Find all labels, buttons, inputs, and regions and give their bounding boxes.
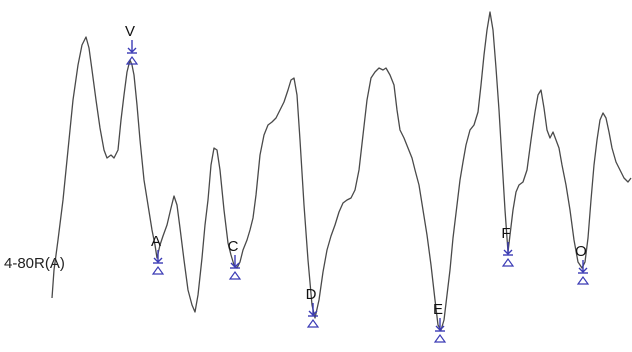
marker-arrow-head <box>127 47 137 53</box>
marker-triangle <box>306 318 320 328</box>
marker-triangle <box>125 55 139 65</box>
marker-arrow-head <box>153 257 163 263</box>
marker-triangle <box>151 265 165 275</box>
marker-triangle <box>576 275 590 285</box>
marker-label: D <box>306 286 317 303</box>
marker-triangle <box>433 333 447 343</box>
marker-arrow-head <box>230 262 240 268</box>
marker-o: O <box>575 243 590 285</box>
marker-d: D <box>306 286 320 328</box>
marker-v: V <box>125 23 139 65</box>
trace-label: 4-80R(A) <box>4 255 65 272</box>
marker-label: A <box>151 233 161 250</box>
marker-a: A <box>151 233 165 275</box>
waveform-trace <box>51 11 632 331</box>
marker-label: F <box>501 225 510 242</box>
trace-layer <box>51 11 632 331</box>
marker-c: C <box>228 238 242 280</box>
marker-e: E <box>433 301 447 343</box>
marker-triangle <box>501 257 515 267</box>
marker-label: O <box>575 243 587 260</box>
marker-arrow-head <box>308 310 318 316</box>
marker-triangle <box>228 270 242 280</box>
marker-label: E <box>433 301 443 318</box>
marker-f: F <box>501 225 515 267</box>
marker-arrow-head <box>578 267 588 273</box>
marker-label: C <box>228 238 239 255</box>
marker-label: V <box>125 23 135 40</box>
marker-arrow-head <box>435 325 445 331</box>
marker-layer: V A C D E F O <box>125 23 590 343</box>
marker-arrow-head <box>503 249 513 255</box>
